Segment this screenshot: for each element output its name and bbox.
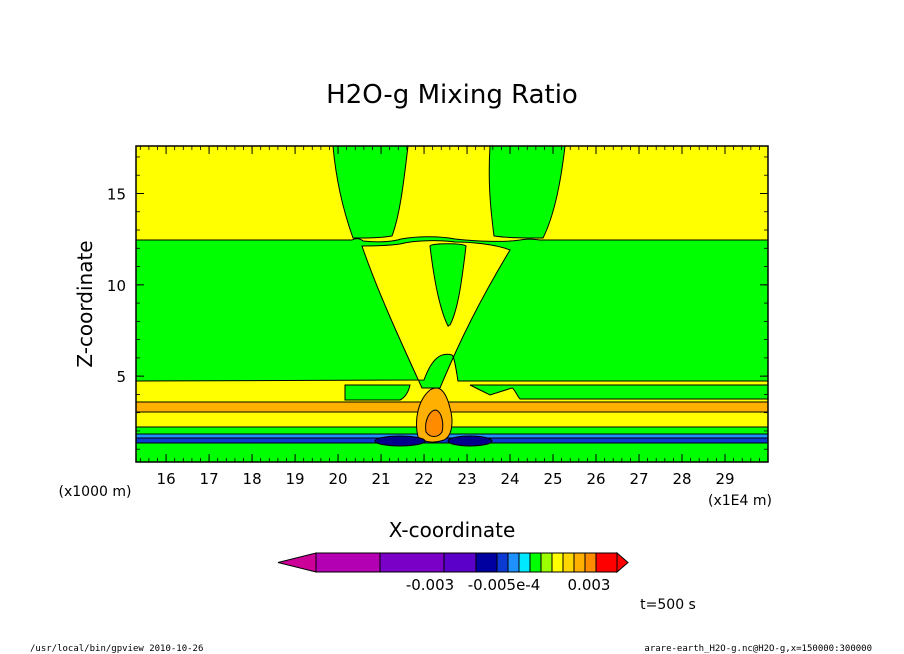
- colorbar-swatch: [595, 552, 618, 573]
- contour-orange-stripe: [135, 401, 769, 413]
- y-axis-label: Z-coordinate: [73, 240, 97, 367]
- footer-left: /usr/local/bin/gpview 2010-10-26: [30, 644, 203, 654]
- plot-area: [135, 145, 769, 463]
- colorbar-swatch: [529, 552, 542, 573]
- contour-green-mid-band: [135, 236, 769, 389]
- colorbar: -0.003 -0.005e-4 0.003: [277, 551, 629, 594]
- x-tick-label: 25: [543, 470, 562, 488]
- contour-navy-left: [374, 435, 426, 447]
- x-tick-label: 29: [715, 470, 734, 488]
- colorbar-arrow-left: [277, 552, 317, 573]
- x-tick-label: 22: [415, 470, 434, 488]
- colorbar-arrow-right: [616, 551, 629, 574]
- x-tick-label: 20: [329, 470, 348, 488]
- x-tick-label: 19: [286, 470, 305, 488]
- contour-green-inner-lobe: [429, 243, 467, 327]
- plot-frame: [135, 145, 769, 463]
- x-tick-label: 18: [243, 470, 262, 488]
- y-tick-label: 5: [116, 368, 126, 386]
- colorbar-swatch: [507, 552, 520, 573]
- contour-navy-right: [447, 435, 493, 447]
- y-tick-label: 10: [107, 277, 126, 295]
- contour-green-stripe: [135, 426, 769, 435]
- x-unit-left: (x1000 m): [59, 484, 132, 500]
- colorbar-label: -0.003: [406, 576, 454, 594]
- x-tick-label: 24: [500, 470, 519, 488]
- contour-central-dark-orange: [425, 409, 444, 437]
- footer-right: arare-earth_H2O-g.nc@H2O-g,x=150000:3000…: [644, 644, 872, 654]
- x-tick-label: 21: [372, 470, 391, 488]
- contour-green-upper-right: [488, 145, 566, 239]
- x-axis-ticks: 16 17 18 19 20 21 22 23 24 25 26 27 28 29: [139, 146, 769, 488]
- contour-green-left-sliver: [344, 384, 411, 401]
- y-tick-label: 15: [107, 185, 126, 203]
- colorbar-label: -0.005e-4: [468, 576, 541, 594]
- colorbar-swatch: [540, 552, 553, 573]
- colorbar-swatch: [551, 552, 564, 573]
- contour-green-right-sliver: [469, 384, 769, 400]
- x-tick-label: 17: [200, 470, 219, 488]
- x-tick-label: 27: [629, 470, 648, 488]
- x-tick-label: 16: [157, 470, 176, 488]
- colorbar-swatch: [443, 552, 477, 573]
- x-tick-label: 26: [586, 470, 605, 488]
- colorbar-swatch: [518, 552, 531, 573]
- colorbar-swatch: [496, 552, 509, 573]
- colorbar-swatch: [315, 552, 381, 573]
- colorbar-swatch: [562, 552, 575, 573]
- y-axis-ticks: 5 10 15: [107, 156, 768, 450]
- colorbar-swatch: [573, 552, 586, 573]
- colorbar-label: 0.003: [568, 576, 611, 594]
- x-unit-right: (x1E4 m): [708, 493, 772, 509]
- colorbar-swatch: [475, 552, 498, 573]
- x-tick-label: 28: [672, 470, 691, 488]
- x-axis-label: X-coordinate: [389, 518, 516, 542]
- colorbar-swatch: [584, 552, 597, 573]
- chart-title: H2O-g Mixing Ratio: [326, 80, 578, 110]
- x-tick-label: 23: [458, 470, 477, 488]
- time-label: t=500 s: [640, 597, 696, 613]
- contour-green-upper-left: [332, 145, 409, 239]
- colorbar-swatch: [379, 552, 445, 573]
- contour-cyan-stripe: [135, 433, 769, 439]
